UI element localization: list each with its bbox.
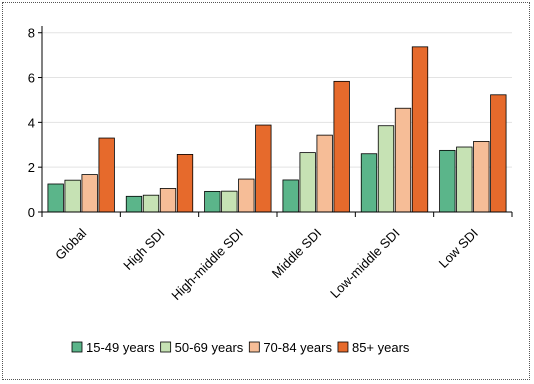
legend-label-4: 85+ years: [352, 340, 410, 355]
x-tick-label: High-middle SDI: [168, 226, 246, 304]
bar-2-6: [456, 146, 473, 213]
bar-3-1: [81, 174, 98, 213]
legend-label-1: 15-49 years: [86, 340, 155, 355]
x-tick-label: Low SDI: [436, 226, 481, 271]
y-tick-label: 6: [28, 71, 35, 86]
bar-2-2: [142, 194, 160, 213]
x-tick-label: Low-middle SDI: [327, 226, 402, 301]
y-tick-label: 4: [28, 115, 35, 130]
bar-3-2: [159, 188, 177, 213]
x-tick-label: Global: [52, 225, 89, 262]
bar-2-3: [221, 190, 238, 213]
legend-label-3: 70-84 years: [263, 340, 332, 355]
bar-1-1: [47, 183, 64, 213]
bar-3-4: [316, 134, 333, 213]
gridlines: [42, 32, 512, 168]
bar-1-5: [360, 153, 378, 213]
legend-swatch-2: [160, 341, 172, 353]
y-tick-label: 0: [28, 205, 35, 220]
y-tick-label: 2: [28, 160, 35, 175]
bar-4-2: [176, 154, 194, 213]
y-tick-label: 8: [28, 26, 35, 41]
legend-swatch-3: [248, 341, 260, 353]
x-tick-label: High SDI: [120, 226, 167, 273]
chart-frame: [2, 2, 530, 380]
legend-label-2: 50-69 years: [175, 340, 244, 355]
legend: 15-49 years 50-69 years 70-84 years 85+ yea…: [71, 340, 410, 355]
bar-1-4: [282, 179, 299, 213]
bar-1-6: [439, 149, 456, 213]
bar-4-3: [255, 124, 272, 213]
bars: [47, 46, 507, 213]
bar-4-5: [411, 46, 429, 213]
bar-2-4: [299, 152, 316, 213]
x-tick-label: Middle SDI: [269, 226, 325, 282]
legend-swatch-4: [337, 341, 349, 353]
bar-2-5: [377, 125, 395, 213]
legend-swatch-1: [71, 341, 83, 353]
bar-3-5: [394, 107, 412, 213]
bar-1-2: [125, 195, 143, 213]
bar-2-1: [64, 179, 81, 213]
bar-4-6: [490, 94, 507, 213]
bar-4-1: [98, 137, 115, 213]
bar-1-3: [204, 190, 221, 213]
bar-3-6: [473, 141, 490, 213]
bar-3-3: [238, 178, 255, 213]
bar-4-4: [333, 80, 350, 213]
